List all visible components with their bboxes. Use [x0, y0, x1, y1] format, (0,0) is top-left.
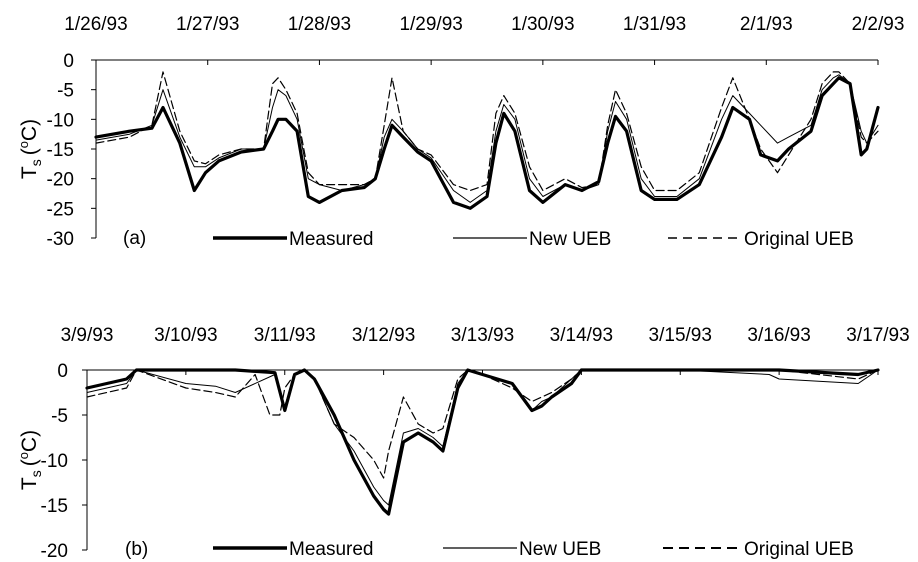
- y-tick-label: -15: [47, 140, 74, 161]
- x-tick-label: 1/27/93: [176, 14, 239, 35]
- x-tick-label: 3/9/93: [61, 325, 114, 346]
- y-tick-label: -10: [41, 451, 68, 472]
- x-tick-label: 1/30/93: [511, 14, 574, 35]
- y-tick-label: -10: [47, 110, 74, 131]
- x-tick-label: 2/2/93: [852, 14, 905, 35]
- panel-b-legend: Measured New UEB Original UEB: [205, 536, 880, 562]
- x-tick-label: 3/16/93: [747, 325, 810, 346]
- panel-a: 1/26/93 1/27/93 1/28/93 1/29/93 1/30/93 1/31/…: [16, 14, 904, 251]
- panel-b-x-tick-labels: 3/9/93 3/10/93 3/11/93 3/12/93 3/13/93 3/14/9…: [61, 325, 910, 346]
- series-line-measured: [85, 368, 880, 516]
- x-tick-label: 3/10/93: [154, 325, 217, 346]
- x-tick-label: 3/13/93: [451, 325, 514, 346]
- x-tick-label: 3/15/93: [649, 325, 712, 346]
- panel-a-y-tick-labels: 0 -5 -10 -15 -20 -25 -30: [47, 51, 74, 250]
- x-tick-label: 1/26/93: [64, 14, 127, 35]
- y-tick-label: 0: [63, 51, 74, 72]
- x-tick-label: 3/17/93: [846, 325, 909, 346]
- y-tick-label: -25: [47, 199, 74, 220]
- y-tick-label: -20: [41, 541, 68, 562]
- panel-a-legend-original: Original UEB: [744, 229, 854, 250]
- x-tick-label: 2/1/93: [740, 14, 793, 35]
- panel-a-ticks: [91, 59, 879, 239]
- y-tick-label: -30: [47, 229, 74, 250]
- panel-a-series: [94, 71, 880, 210]
- panel-a-x-tick-labels: 1/26/93 1/27/93 1/28/93 1/29/93 1/30/93 1/31/…: [64, 14, 904, 35]
- series-line-original-ueb: [86, 369, 879, 479]
- series-line-original-ueb: [95, 71, 879, 192]
- panel-a-label: (a): [123, 228, 146, 249]
- y-tick-label: -15: [41, 496, 68, 517]
- x-tick-label: 3/12/93: [352, 325, 415, 346]
- panel-b-legend-new: New UEB: [519, 539, 601, 560]
- y-tick-label: -5: [51, 406, 68, 427]
- panel-a-legend-bg-2: [640, 225, 880, 251]
- panel-b: 3/9/93 3/10/93 3/11/93 3/12/93 3/13/93 3/14/9…: [16, 325, 910, 562]
- series-line-measured: [94, 76, 880, 210]
- panel-a-legend: Measured New UEB Original UEB: [205, 225, 880, 251]
- series-line-new-ueb: [86, 369, 879, 506]
- x-tick-label: 1/28/93: [288, 14, 351, 35]
- y-tick-label: 0: [57, 361, 68, 382]
- panel-b-ylabel: Ts(oC): [16, 430, 44, 490]
- panel-a-legend-measured: Measured: [289, 229, 374, 250]
- y-tick-label: -5: [57, 81, 74, 102]
- panel-b-legend-measured: Measured: [289, 539, 374, 560]
- panel-b-y-tick-labels: 0 -5 -10 -15 -20: [41, 361, 68, 562]
- panel-a-legend-new: New UEB: [529, 229, 611, 250]
- panel-b-legend-original: Original UEB: [744, 539, 854, 560]
- x-tick-label: 1/29/93: [399, 14, 462, 35]
- x-tick-label: 3/14/93: [550, 325, 613, 346]
- panel-b-ticks: [82, 369, 879, 551]
- x-tick-label: 1/31/93: [623, 14, 686, 35]
- y-tick-label: -20: [47, 170, 74, 191]
- x-tick-label: 3/11/93: [254, 325, 316, 346]
- panel-a-ylabel: Ts(oC): [16, 119, 44, 179]
- panel-b-label: (b): [125, 539, 148, 560]
- panel-b-series: [85, 368, 880, 516]
